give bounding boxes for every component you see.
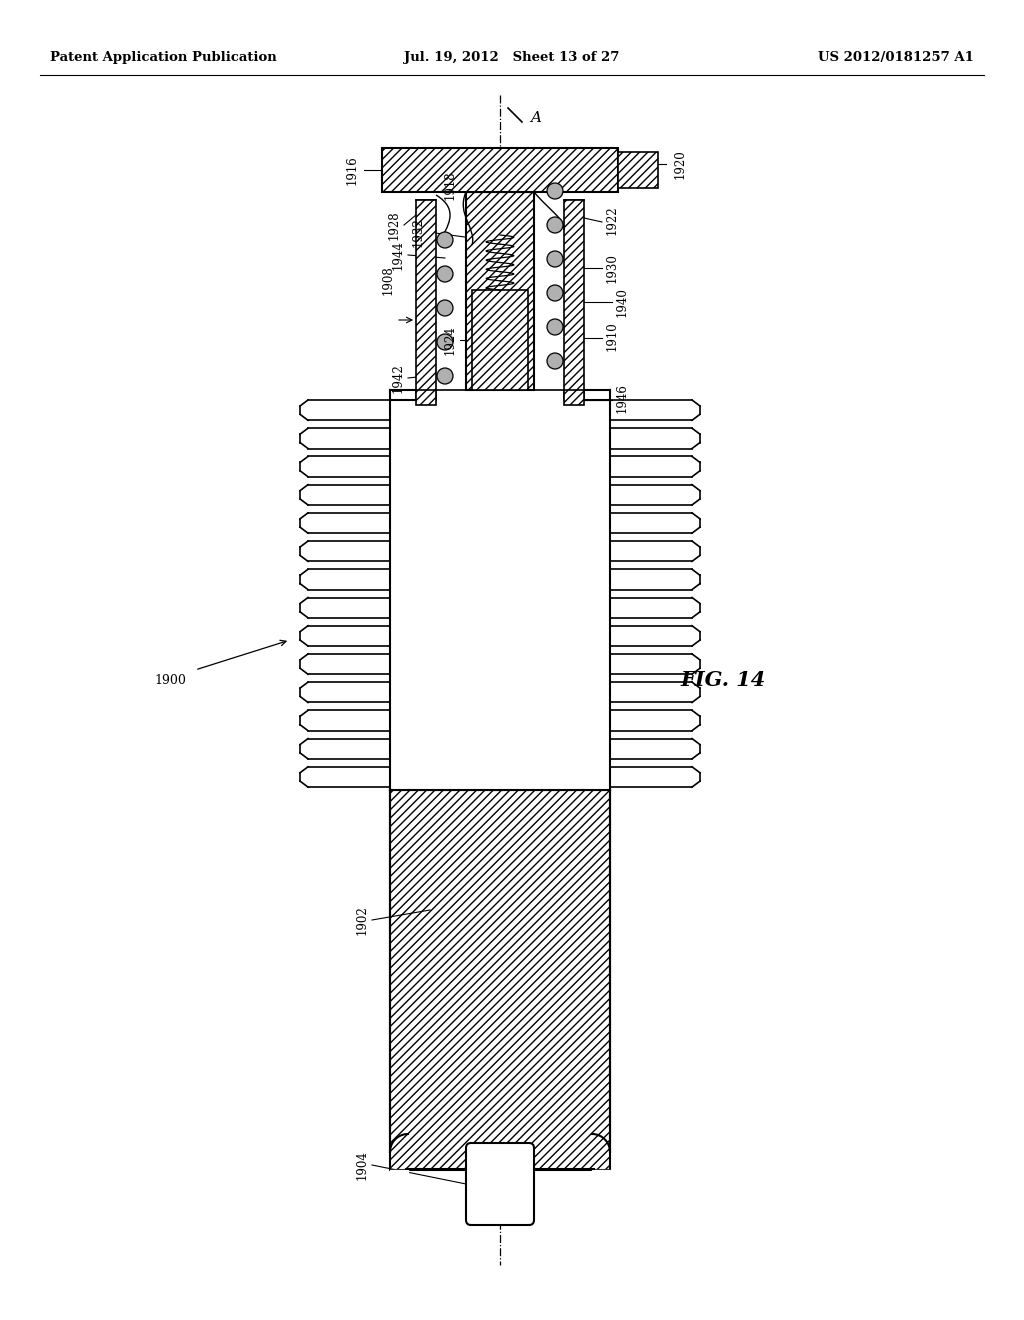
Bar — [564, 389, 584, 405]
Text: 1910: 1910 — [605, 321, 618, 351]
Bar — [610, 599, 692, 616]
Bar — [416, 201, 436, 400]
Bar — [610, 487, 692, 503]
Text: 1908: 1908 — [382, 265, 394, 294]
Bar — [610, 768, 692, 785]
Bar — [305, 572, 390, 587]
Bar — [610, 713, 692, 729]
Text: 1920: 1920 — [674, 149, 686, 180]
Bar — [610, 543, 692, 560]
Text: 1904: 1904 — [355, 1150, 369, 1180]
Text: A: A — [530, 111, 541, 125]
Circle shape — [437, 232, 453, 248]
Text: 1916: 1916 — [345, 156, 358, 185]
Bar — [610, 741, 692, 756]
Bar — [305, 599, 390, 616]
Bar — [305, 628, 390, 644]
Bar — [305, 430, 390, 446]
Text: US 2012/0181257 A1: US 2012/0181257 A1 — [818, 51, 974, 65]
Circle shape — [437, 300, 453, 315]
FancyBboxPatch shape — [466, 1143, 534, 1225]
Text: 1900: 1900 — [154, 673, 186, 686]
Circle shape — [437, 267, 453, 282]
Circle shape — [437, 368, 453, 384]
Bar — [390, 789, 610, 1170]
Text: Patent Application Publication: Patent Application Publication — [50, 51, 276, 65]
Bar — [305, 768, 390, 785]
Text: 1942: 1942 — [391, 363, 404, 393]
Circle shape — [437, 334, 453, 350]
Bar — [305, 684, 390, 701]
Text: Jul. 19, 2012   Sheet 13 of 27: Jul. 19, 2012 Sheet 13 of 27 — [404, 51, 620, 65]
Bar — [618, 152, 658, 187]
Text: 1932: 1932 — [412, 216, 425, 247]
Bar — [305, 656, 390, 672]
Bar — [564, 201, 584, 400]
Bar — [305, 543, 390, 560]
Text: 1918: 1918 — [443, 170, 457, 199]
Bar — [610, 572, 692, 587]
Circle shape — [547, 216, 563, 234]
Bar — [610, 656, 692, 672]
Circle shape — [547, 319, 563, 335]
Text: 1940: 1940 — [615, 286, 629, 317]
Bar — [305, 713, 390, 729]
Text: 1924: 1924 — [443, 325, 457, 355]
Text: 1930: 1930 — [605, 253, 618, 282]
Bar — [390, 389, 610, 789]
Text: 1928: 1928 — [387, 210, 400, 240]
Circle shape — [547, 352, 563, 370]
Bar — [305, 487, 390, 503]
Bar — [466, 191, 534, 389]
Circle shape — [547, 183, 563, 199]
Circle shape — [547, 285, 563, 301]
Bar — [305, 458, 390, 475]
Text: 1946: 1946 — [615, 383, 629, 413]
Text: 1944: 1944 — [391, 240, 404, 269]
Bar — [305, 403, 390, 418]
Bar — [382, 148, 618, 191]
Bar — [610, 684, 692, 701]
Bar — [610, 628, 692, 644]
Bar — [610, 403, 692, 418]
Bar — [416, 389, 436, 405]
Text: 1902: 1902 — [355, 906, 369, 935]
Bar — [472, 290, 528, 389]
Text: FIG. 14: FIG. 14 — [680, 671, 765, 690]
Bar — [610, 430, 692, 446]
Bar — [610, 458, 692, 475]
Bar — [305, 741, 390, 756]
Circle shape — [547, 251, 563, 267]
Bar — [475, 1152, 525, 1216]
Text: 1922: 1922 — [605, 205, 618, 235]
Bar — [305, 515, 390, 531]
Bar — [610, 515, 692, 531]
